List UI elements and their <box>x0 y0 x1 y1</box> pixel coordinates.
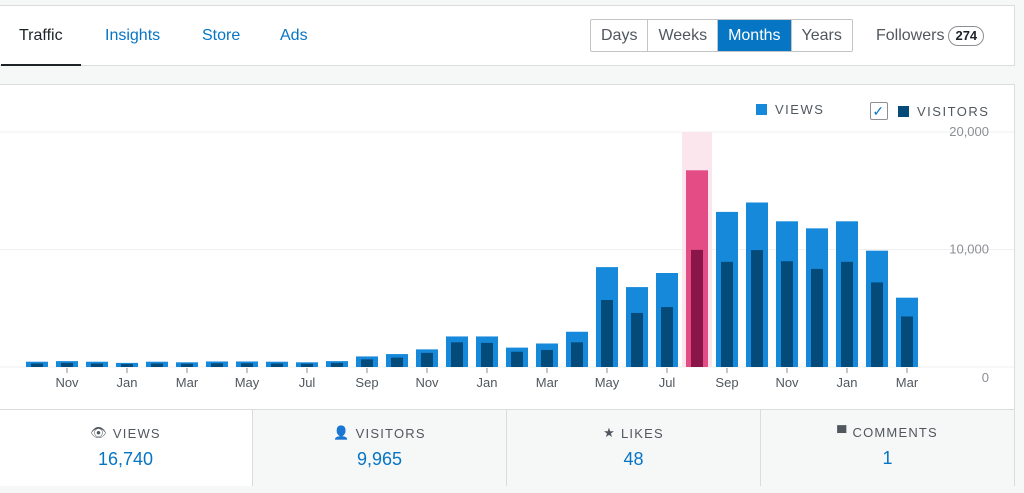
summary-value: 16,740 <box>97 449 154 469</box>
section-nav: Traffic Insights Store Ads Days Weeks Mo… <box>0 5 1015 66</box>
visitors-bar <box>541 349 553 367</box>
person-icon: 👤 <box>333 425 351 440</box>
summary-likes[interactable]: ★ LIKES 48 <box>506 410 760 486</box>
summary-value: 9,965 <box>356 449 403 469</box>
visitors-bar <box>31 363 43 367</box>
x-tick-label: May <box>235 375 260 390</box>
visitors-bar <box>781 261 793 367</box>
followers[interactable]: Followers 274 <box>876 19 985 52</box>
visitors-swatch-icon <box>898 105 909 117</box>
visitors-bar <box>841 261 853 367</box>
x-tick-label: Nov <box>775 375 799 390</box>
x-tick-label: Jan <box>117 375 138 390</box>
summary-label: VIEWS <box>112 425 161 441</box>
visitors-bar <box>151 363 163 367</box>
summary-value: 1 <box>882 448 893 468</box>
visitors-bar <box>211 363 223 367</box>
x-tick-label: Mar <box>536 375 559 390</box>
x-tick-label: Mar <box>176 375 199 390</box>
summary-comments[interactable]: ▀ COMMENTS 1 <box>760 410 1014 486</box>
x-tick-label: Jan <box>837 375 858 390</box>
legend-visitors-label: VISITORS <box>917 103 990 119</box>
visitors-bar <box>301 363 313 367</box>
visitors-bar <box>361 359 373 367</box>
visitors-bar <box>451 342 463 367</box>
star-icon: ★ <box>603 425 616 440</box>
visitors-bar <box>91 363 103 367</box>
visitors-bar <box>271 363 283 367</box>
x-tick-label: Nov <box>415 375 439 390</box>
visitors-bar <box>751 250 763 367</box>
tab-store[interactable]: Store <box>202 27 241 44</box>
x-tick-label: Jan <box>477 375 498 390</box>
summary-visitors[interactable]: 👤 VISITORS 9,965 <box>252 410 506 486</box>
period-days[interactable]: Days <box>591 20 649 51</box>
visitors-checkbox[interactable]: ✓ <box>870 102 888 120</box>
period-weeks[interactable]: Weeks <box>648 20 719 51</box>
x-tick-label: Jul <box>299 375 316 390</box>
visitors-bar <box>601 300 613 367</box>
visitors-bar <box>811 268 823 367</box>
visitors-bar <box>181 363 193 367</box>
summary-value: 48 <box>623 449 644 469</box>
visitors-bar <box>391 357 403 367</box>
tab-ads[interactable]: Ads <box>280 27 308 44</box>
visitors-bar <box>511 351 523 367</box>
visitors-bar <box>241 363 253 367</box>
summary-views[interactable]: 👁 VIEWS 16,740 <box>0 410 252 486</box>
summary-label: LIKES <box>621 425 664 441</box>
traffic-chart: 0 10,000 20,000 Nov Jan Mar May Jul Sep Nov Jan Mar… <box>0 124 1014 390</box>
y-tick-label: 0 <box>982 370 989 385</box>
legend-visitors: ✓ VISITORS <box>870 102 989 120</box>
x-tick-label: May <box>595 375 620 390</box>
visitors-bar <box>691 249 703 367</box>
summary-label: COMMENTS <box>852 425 938 440</box>
summary-tabs: 👁 VIEWS 16,740 👤 VISITORS 9,965 ★ LIKES 48 ▀ CO… <box>0 409 1014 486</box>
visitors-bar <box>871 282 883 367</box>
y-tick-label: 10,000 <box>949 242 989 257</box>
period-years[interactable]: Years <box>801 27 842 44</box>
visitors-bar <box>661 307 673 367</box>
followers-label: Followers <box>876 27 945 44</box>
tab-traffic[interactable]: Traffic <box>1 6 81 66</box>
summary-label: VISITORS <box>355 425 426 441</box>
comment-icon: ▀ <box>837 425 848 440</box>
period-selector: Days Weeks Months Years <box>590 19 853 52</box>
legend-views-label: VIEWS <box>775 102 825 117</box>
visitors-bar <box>61 362 73 367</box>
y-tick-label: 20,000 <box>949 124 989 139</box>
x-tick-label: Nov <box>55 375 79 390</box>
followers-count: 274 <box>948 26 985 46</box>
visitors-bar <box>121 364 133 367</box>
visitors-bar <box>571 342 583 367</box>
visitors-bar <box>721 261 733 367</box>
eye-icon: 👁 <box>90 425 108 440</box>
visitors-bar <box>481 342 493 367</box>
x-tick-label: Mar <box>896 375 919 390</box>
x-tick-label: Sep <box>715 375 738 390</box>
legend-views: VIEWS <box>756 102 824 117</box>
x-tick-label: Sep <box>355 375 378 390</box>
period-months[interactable]: Months <box>718 20 792 51</box>
visitors-bar <box>901 316 913 367</box>
x-tick-label: Jul <box>659 375 676 390</box>
visitors-bar <box>421 352 433 367</box>
tab-insights[interactable]: Insights <box>105 27 161 44</box>
visitors-bar <box>331 362 343 367</box>
views-swatch-icon <box>756 104 767 115</box>
visitors-bar <box>631 312 643 367</box>
